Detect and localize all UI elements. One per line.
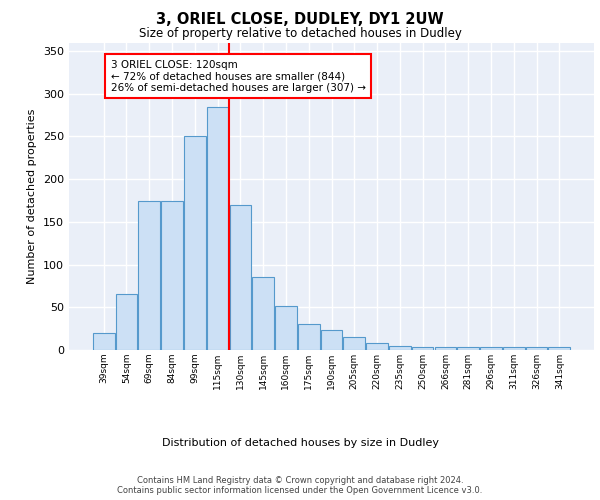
Text: Distribution of detached houses by size in Dudley: Distribution of detached houses by size … — [161, 438, 439, 448]
Bar — [548, 348, 570, 350]
Text: 3 ORIEL CLOSE: 120sqm
← 72% of detached houses are smaller (844)
26% of semi-det: 3 ORIEL CLOSE: 120sqm ← 72% of detached … — [110, 60, 365, 93]
Bar — [116, 294, 137, 350]
Bar — [412, 346, 433, 350]
Y-axis label: Number of detached properties: Number of detached properties — [28, 108, 37, 284]
Text: Contains HM Land Registry data © Crown copyright and database right 2024.
Contai: Contains HM Land Registry data © Crown c… — [118, 476, 482, 495]
Bar — [457, 348, 479, 350]
Bar — [480, 348, 502, 350]
Bar — [503, 348, 524, 350]
Bar — [275, 306, 297, 350]
Bar — [207, 106, 229, 350]
Bar — [320, 330, 343, 350]
Bar — [184, 136, 206, 350]
Bar — [253, 278, 274, 350]
Bar — [93, 333, 115, 350]
Text: 3, ORIEL CLOSE, DUDLEY, DY1 2UW: 3, ORIEL CLOSE, DUDLEY, DY1 2UW — [156, 12, 444, 28]
Bar — [298, 324, 320, 350]
Bar — [230, 205, 251, 350]
Bar — [161, 200, 183, 350]
Bar — [139, 200, 160, 350]
Bar — [389, 346, 410, 350]
Bar — [343, 337, 365, 350]
Text: Size of property relative to detached houses in Dudley: Size of property relative to detached ho… — [139, 28, 461, 40]
Bar — [366, 343, 388, 350]
Bar — [526, 348, 547, 350]
Bar — [434, 348, 456, 350]
